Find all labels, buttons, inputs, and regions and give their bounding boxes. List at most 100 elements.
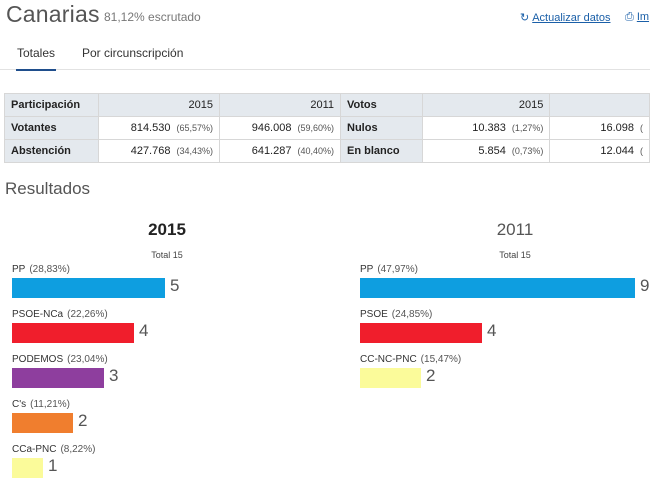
party-label: PP (28,83%) — [12, 264, 70, 275]
seat-count: 3 — [109, 366, 119, 385]
seat-count: 1 — [48, 456, 58, 475]
seat-bar — [12, 278, 165, 298]
row-label: Abstención — [4, 139, 99, 163]
value-cell: 5.854 (0,73%) — [421, 139, 551, 163]
percentage: (40,40%) — [297, 146, 334, 156]
party-label: PSOE (24,85%) — [360, 309, 432, 320]
party-name: CC-NC-PNC — [360, 354, 417, 365]
party-label: PP (47,97%) — [360, 264, 418, 275]
page-title: Canarias — [6, 1, 100, 27]
party-row: C's (11,21%) 2 — [12, 399, 322, 439]
value: 641.287 — [251, 145, 292, 157]
votes-year-2015: 2015 — [421, 93, 551, 117]
party-percentage: (28,83%) — [29, 264, 70, 275]
party-percentage: (11,21%) — [30, 399, 70, 410]
participation-year-2015: 2015 — [98, 93, 220, 117]
votes-header: Votos — [340, 93, 423, 117]
chart-total: Total 15 — [151, 250, 183, 260]
party-label: C's (11,21%) — [12, 399, 70, 410]
value-cell: 16.098 ( — [549, 116, 650, 140]
party-row: CC-NC-PNC (15,47%) 2 — [360, 354, 650, 394]
table-row: Votantes 814.530 (65,57%) 946.008 (59,60%) — [4, 116, 341, 140]
participation-table: Participación 2015 2011 Votantes 814.530… — [4, 93, 341, 163]
table-row: Abstención 427.768 (34,43%) 641.287 (40,40… — [4, 139, 341, 163]
results-title: Resultados — [5, 179, 91, 198]
tab-totales[interactable]: Totales — [16, 46, 57, 71]
seat-count: 5 — [170, 276, 180, 295]
refresh-icon: ↻ — [520, 12, 530, 24]
party-percentage: (23,04%) — [67, 354, 108, 365]
party-label: PSOE-NCa (22,26%) — [12, 309, 108, 320]
value: 12.044 — [600, 145, 634, 157]
party-name: PP — [360, 264, 374, 275]
value: 10.383 — [472, 122, 506, 134]
print-link[interactable]: ⎙ Im — [625, 11, 649, 24]
votes-table: Votos 2015 Nulos 10.383 (1,27%) 16.098 ( E… — [340, 93, 650, 163]
participation-header: Participación — [4, 93, 99, 117]
percentage: (1,27%) — [511, 123, 544, 133]
update-data-link[interactable]: ↻ Actualizar datos — [520, 11, 610, 24]
tab-por-circunscripcion[interactable]: Por circunscripción — [82, 46, 184, 60]
tab-bar: Totales Por circunscripción — [0, 38, 650, 71]
party-row: CCa-PNC (8,22%) 1 — [12, 444, 322, 484]
percentage: (65,57%) — [176, 123, 213, 133]
value: 16.098 — [600, 122, 634, 134]
seat-bar — [12, 413, 73, 433]
value: 427.768 — [130, 145, 171, 157]
chart-total: Total 15 — [499, 250, 531, 260]
value-cell: 641.287 (40,40%) — [219, 139, 341, 163]
percentage: (0,73%) — [511, 146, 544, 156]
value-cell: 10.383 (1,27%) — [421, 116, 551, 140]
party-row: PP (47,97%) 9 — [360, 264, 650, 304]
value-cell: 814.530 (65,57%) — [98, 116, 220, 140]
seat-bar — [360, 278, 635, 298]
party-percentage: (8,22%) — [60, 444, 96, 455]
percentage: ( — [640, 146, 643, 156]
table-row: En blanco 5.854 (0,73%) 12.044 ( — [340, 139, 650, 163]
seat-count: 4 — [487, 321, 497, 340]
table-row: Nulos 10.383 (1,27%) 16.098 ( — [340, 116, 650, 140]
party-name: PODEMOS — [12, 354, 64, 365]
seat-bar — [12, 323, 134, 343]
seat-count: 2 — [78, 411, 88, 430]
seat-bar — [12, 458, 43, 478]
seat-bar — [12, 368, 104, 388]
percentage: (59,60%) — [297, 123, 334, 133]
seat-bar — [360, 368, 421, 388]
row-label: Nulos — [340, 116, 423, 140]
participation-year-2011: 2011 — [219, 93, 341, 117]
party-row: PSOE-NCa (22,26%) 4 — [12, 309, 322, 349]
party-percentage: (47,97%) — [377, 264, 418, 275]
value: 5.854 — [478, 145, 506, 157]
percentage: ( — [640, 123, 643, 133]
seat-bar — [360, 323, 482, 343]
value-cell: 12.044 ( — [549, 139, 650, 163]
seat-count: 4 — [139, 321, 149, 340]
seat-count: 2 — [426, 366, 436, 385]
party-percentage: (15,47%) — [420, 354, 462, 365]
scrutiny-status: 81,12% escrutado — [104, 10, 201, 24]
chart-year: 2015 — [148, 220, 186, 239]
value: 814.530 — [130, 122, 171, 134]
party-label: CC-NC-PNC (15,47%) — [360, 354, 461, 365]
party-name: PSOE — [360, 309, 388, 320]
header: Canarias 81,12% escrutado ↻ Actualizar da… — [0, 0, 650, 36]
value-cell: 946.008 (59,60%) — [219, 116, 341, 140]
value: 946.008 — [251, 122, 292, 134]
votes-year-2011 — [549, 93, 650, 117]
party-name: CCa-PNC — [12, 444, 57, 455]
party-name: PP — [12, 264, 26, 275]
chart-year: 2011 — [496, 220, 534, 239]
party-label: PODEMOS (23,04%) — [12, 354, 108, 365]
party-label: CCa-PNC (8,22%) — [12, 444, 95, 455]
party-name: PSOE-NCa — [12, 309, 64, 320]
party-row: PSOE (24,85%) 4 — [360, 309, 650, 349]
value-cell: 427.768 (34,43%) — [98, 139, 220, 163]
printer-icon: ⎙ — [625, 11, 634, 23]
row-label: En blanco — [340, 139, 423, 163]
percentage: (34,43%) — [176, 146, 213, 156]
party-row: PP (28,83%) 5 — [12, 264, 322, 304]
update-data-label: Actualizar datos — [532, 12, 611, 24]
party-row: PODEMOS (23,04%) 3 — [12, 354, 322, 394]
party-percentage: (24,85%) — [391, 309, 433, 320]
